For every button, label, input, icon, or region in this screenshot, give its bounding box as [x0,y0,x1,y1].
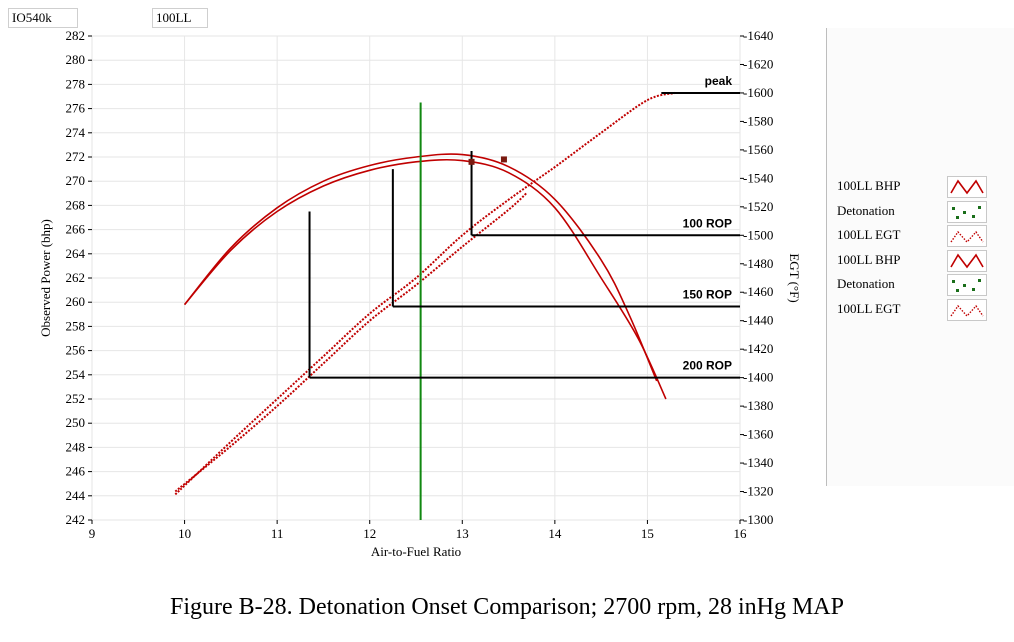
legend-swatch-bhp [947,176,987,198]
y2-tick-label: -1460 [743,284,773,299]
y-tick-label: 256 [66,343,86,358]
legend-item: Detonation [837,200,1007,223]
y-tick-label: 270 [66,173,86,188]
y2-tick-label: -1320 [743,484,773,499]
x-tick-label: 16 [734,526,748,541]
annotation-label: 200 ROP [683,359,732,373]
legend-swatch-egt [947,225,987,247]
y2-tick-label: -1560 [743,142,773,157]
legend-item: 100LL BHP [837,176,1007,198]
y2-tick-label: -1500 [743,227,773,242]
fuel-label: 100LL [152,8,208,28]
x-axis-label: Air-to-Fuel Ratio [371,544,461,559]
y-tick-label: 262 [66,270,86,285]
y2-axis-label: EGT (°F) [787,253,802,302]
detonation-point [468,158,475,165]
x-tick-label: 10 [178,526,191,541]
y2-tick-label: -1300 [743,512,773,527]
y-tick-label: 264 [66,246,86,261]
y-tick-label: 248 [66,439,86,454]
x-tick-label: 14 [548,526,562,541]
y2-tick-label: -1340 [743,455,773,470]
y2-tick-label: -1600 [743,85,773,100]
y2-tick-label: -1440 [743,313,773,328]
legend-label: 100LL BHP [837,178,901,193]
y-tick-label: 268 [66,197,86,212]
y-tick-label: 258 [66,318,86,333]
y-tick-label: 272 [66,149,86,164]
y-tick-label: 278 [66,76,86,91]
y-tick-label: 282 [66,28,86,43]
series-line-egt-2 [174,91,676,496]
y2-tick-label: -1400 [743,370,773,385]
y-tick-label: 246 [66,464,86,479]
legend-label: Detonation [837,276,895,291]
legend-swatch-det [947,200,987,223]
series-line-bhp-1 [183,158,667,400]
legend-item: 100LL EGT [837,225,1007,247]
y-tick-label: 274 [66,125,86,140]
x-tick-label: 13 [456,526,469,541]
series-line-bhp-0 [183,153,658,382]
annotation-label: 150 ROP [683,287,732,301]
y-tick-label: 266 [66,222,86,237]
annotation-label: peak [705,74,733,88]
y2-tick-label: -1480 [743,256,773,271]
y-tick-label: 250 [66,415,86,430]
x-tick-label: 11 [271,526,284,541]
y-axis-label: Observed Power (bhp) [38,219,53,337]
legend: 100LL BHP Detonation 100LL EGT 100LL BHP Det… [826,28,1014,486]
detonation-point [500,156,507,163]
legend-item: Detonation [837,274,1007,296]
y-tick-label: 242 [66,512,86,527]
legend-swatch-egt [947,298,987,321]
legend-label: Detonation [837,202,895,218]
legend-label: 100LL EGT [837,300,901,316]
figure-caption: Figure B-28. Detonation Onset Comparison… [170,594,844,620]
y-tick-label: 280 [66,52,86,67]
legend-swatch-bhp [947,249,987,272]
annotation-label: 100 ROP [683,216,732,230]
engine-label: IO540k [8,8,78,28]
legend-label: 100LL EGT [837,227,901,242]
chart: 242 244 246 248 250 252 254 256 258 260 262 264 266 2… [38,28,802,559]
x-tick-label: 9 [89,526,96,541]
y-tick-label: 260 [66,294,86,309]
y2-tick-label: -1420 [743,341,773,356]
y-tick-label: 252 [66,391,86,406]
legend-label: 100LL BHP [837,251,901,267]
y2-tick-label: -1580 [743,113,773,128]
y-tick-label: 254 [66,367,86,382]
legend-item: 100LL EGT [837,298,1007,321]
legend-swatch-det [947,274,987,296]
y-tick-label: 244 [66,488,86,503]
x-tick-label: 15 [641,526,654,541]
y2-tick-label: -1360 [743,427,773,442]
legend-item: 100LL BHP [837,249,1007,272]
y2-tick-label: -1520 [743,199,773,214]
y2-tick-label: -1540 [743,170,773,185]
y2-tick-label: -1640 [743,28,773,43]
y2-tick-label: -1620 [743,56,773,71]
y-tick-label: 276 [66,101,86,116]
series-line-egt-3 [174,191,528,493]
x-tick-label: 12 [363,526,376,541]
y2-tick-label: -1380 [743,398,773,413]
